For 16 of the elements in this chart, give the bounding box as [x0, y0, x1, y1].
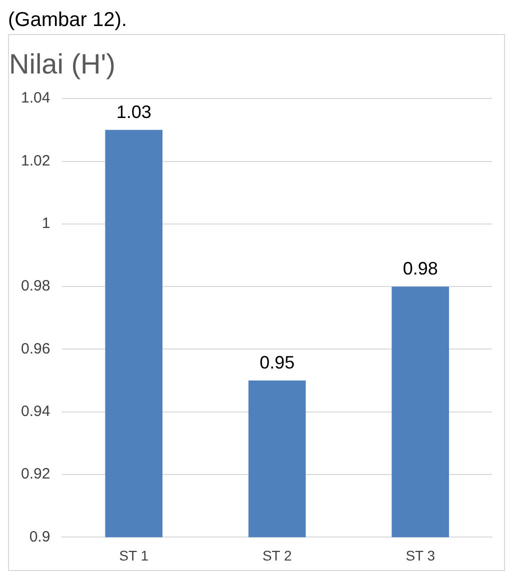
- y-tick-label: 0.94: [20, 403, 50, 420]
- y-tick-label: 1: [42, 215, 50, 232]
- y-tick-label: 0.92: [20, 466, 50, 483]
- x-tick-label: ST 2: [262, 547, 292, 564]
- y-tick-label: 0.96: [20, 340, 50, 358]
- data-label: 0.98: [402, 258, 438, 279]
- data-label: 1.03: [116, 102, 152, 122]
- data-label: 0.95: [260, 352, 295, 373]
- y-tick-label: 0.98: [20, 278, 50, 295]
- y-tick-label: 1.04: [20, 90, 50, 107]
- x-tick-label: ST 3: [406, 547, 436, 564]
- chart-title: Nilai (H'): [9, 48, 116, 80]
- y-tick-label: 0.9: [29, 528, 50, 546]
- y-tick-label: 1.02: [20, 152, 50, 170]
- text: (Gambar 12).: [8, 8, 128, 32]
- x-tick-label: ST 1: [119, 547, 149, 564]
